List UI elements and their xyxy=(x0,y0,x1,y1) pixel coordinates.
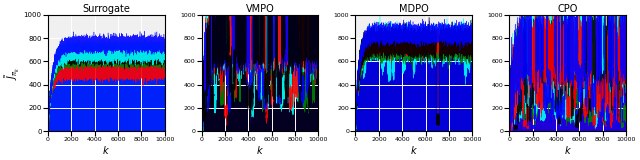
X-axis label: $k$: $k$ xyxy=(102,144,110,156)
Y-axis label: $\tilde{J}_{\pi_k}$: $\tilde{J}_{\pi_k}$ xyxy=(4,66,22,80)
Title: MDPO: MDPO xyxy=(399,4,429,14)
X-axis label: $k$: $k$ xyxy=(410,144,418,156)
X-axis label: $k$: $k$ xyxy=(564,144,572,156)
Title: CPO: CPO xyxy=(557,4,578,14)
X-axis label: $k$: $k$ xyxy=(256,144,264,156)
Title: Surrogate: Surrogate xyxy=(83,4,130,14)
Title: VMPO: VMPO xyxy=(246,4,275,14)
